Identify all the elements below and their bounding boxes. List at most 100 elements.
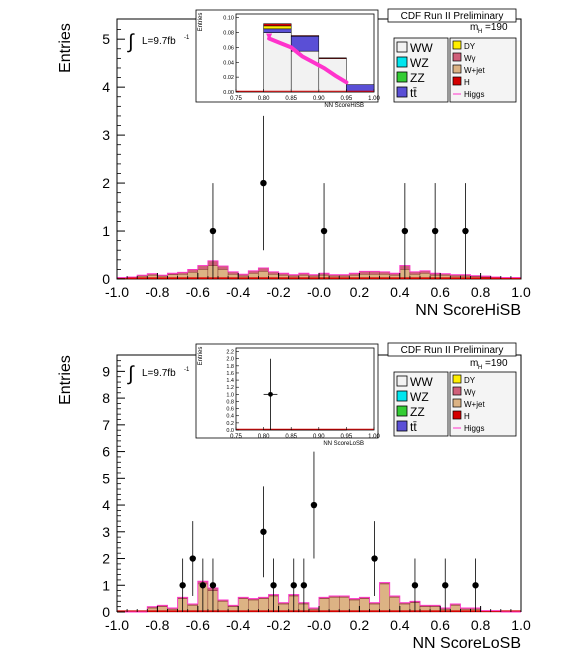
inset-x-axis-title: NN ScoreLoSB bbox=[323, 441, 364, 447]
inset-higgs-line bbox=[267, 36, 349, 85]
legend-swatch-dy bbox=[452, 40, 462, 50]
legend-label-wjet: W+jet bbox=[464, 400, 485, 409]
legend-swatch-wz bbox=[396, 56, 408, 68]
inset-bar bbox=[290, 35, 320, 37]
y-tick-label: 3 bbox=[102, 127, 110, 143]
legend-label-tt: tt̄ bbox=[410, 420, 417, 434]
inset-frame bbox=[235, 347, 375, 431]
y-axis-title: Entries bbox=[57, 23, 74, 73]
histogram-bar bbox=[258, 598, 269, 613]
x-tick-label: -0.0 bbox=[307, 617, 331, 633]
data-point bbox=[431, 227, 439, 235]
inset-y-tick-label: 0.00 bbox=[223, 90, 234, 96]
inset-x-tick-label: 0.90 bbox=[313, 434, 325, 440]
legend-label-wg: Wγ bbox=[464, 388, 476, 397]
legend-swatch-dy bbox=[452, 374, 462, 384]
integral-symbol: ∫ bbox=[127, 31, 135, 53]
y-tick-label: 1 bbox=[102, 577, 110, 593]
legend-label-wg: Wγ bbox=[464, 54, 476, 63]
mass-label: m bbox=[470, 22, 478, 33]
legend-swatch-zz bbox=[396, 71, 408, 83]
inset-y-tick-label: 1.0 bbox=[226, 392, 234, 398]
legend-label-ww: WW bbox=[410, 375, 433, 389]
inset-y-tick-label: 0.4 bbox=[226, 414, 234, 420]
data-point bbox=[209, 227, 217, 235]
histogram-bar bbox=[379, 583, 390, 613]
legend-label-tt: tt̄ bbox=[410, 86, 417, 100]
legend-swatch-wz bbox=[396, 390, 408, 402]
x-tick-label: 0.2 bbox=[350, 617, 370, 633]
x-tick-label: -0.2 bbox=[267, 284, 291, 300]
data-point bbox=[472, 582, 479, 589]
data-point bbox=[260, 528, 267, 535]
y-tick-label: 5 bbox=[102, 470, 110, 486]
legend-label-zz: ZZ bbox=[410, 405, 425, 419]
data-point bbox=[189, 555, 196, 562]
chart-title: CDF Run II Preliminary bbox=[401, 11, 504, 22]
histogram-bar bbox=[197, 265, 209, 270]
data-point bbox=[290, 582, 297, 589]
inset-bar bbox=[263, 23, 292, 27]
legend-label-h: H bbox=[464, 412, 470, 421]
inset-x-tick-label: 1.00 bbox=[368, 434, 380, 440]
y-tick-label: 9 bbox=[102, 363, 110, 379]
histogram-bar bbox=[248, 599, 259, 613]
inset-x-tick-label: 0.75 bbox=[230, 96, 242, 102]
y-tick-label: 7 bbox=[102, 417, 110, 433]
x-tick-label: 0.8 bbox=[471, 617, 491, 633]
y-tick-label: 0 bbox=[102, 604, 110, 620]
data-point bbox=[179, 582, 186, 589]
x-tick-label: 0.4 bbox=[390, 617, 410, 633]
histogram-bar bbox=[328, 597, 340, 613]
legend-label-higgs: Higgs bbox=[464, 424, 484, 433]
inset-y-tick-label: 1.2 bbox=[226, 385, 234, 391]
legend-label-dy: DY bbox=[464, 42, 476, 51]
data-point bbox=[442, 582, 449, 589]
data-point bbox=[371, 555, 378, 562]
title-box bbox=[387, 342, 517, 357]
mass-subscript: H bbox=[478, 365, 482, 371]
inset-y-tick-label: 0.02 bbox=[223, 75, 234, 81]
x-tick-label: 0.8 bbox=[471, 284, 491, 300]
x-tick-label: 0.4 bbox=[390, 284, 410, 300]
y-axis-title: Entries bbox=[57, 355, 74, 405]
y-tick-label: 4 bbox=[102, 497, 110, 513]
legend-swatch-wjet bbox=[452, 64, 462, 74]
inset-x-tick-label: 1.00 bbox=[368, 96, 380, 102]
inset-y-tick-label: 0.6 bbox=[226, 407, 234, 413]
legend-swatch-zz bbox=[396, 405, 408, 417]
data-point bbox=[260, 179, 267, 187]
inset-y-axis-title: Entries bbox=[198, 347, 204, 366]
mass-value: =190 bbox=[485, 22, 508, 33]
x-tick-label: -1.0 bbox=[105, 617, 129, 633]
legend-swatch-wg bbox=[452, 52, 462, 62]
inset-y-tick-label: 0.2 bbox=[226, 421, 234, 427]
data-point bbox=[209, 582, 217, 589]
inset-x-tick-label: 0.95 bbox=[341, 434, 353, 440]
inset-y-tick-label: 0.04 bbox=[223, 60, 234, 66]
inset-data-point bbox=[268, 391, 273, 397]
inset-x-tick-label: 0.95 bbox=[341, 96, 353, 102]
x-tick-label: 0.6 bbox=[430, 284, 450, 300]
mass-subscript: H bbox=[478, 29, 482, 35]
x-tick-label: -0.8 bbox=[145, 284, 169, 300]
legend-label-wz: WZ bbox=[410, 390, 429, 404]
y-tick-label: 3 bbox=[102, 524, 110, 540]
lumi-label: L=9.7fb bbox=[142, 36, 176, 47]
inset-panel: 0.75 0.80 0.85 0.90 0.95 1.00 0.00 0.02 0.04 0.06… bbox=[195, 9, 380, 109]
legend-swatch-ww bbox=[396, 375, 408, 387]
x-tick-label: 0.2 bbox=[350, 284, 370, 300]
data-point bbox=[270, 582, 277, 589]
data-point bbox=[310, 501, 318, 509]
x-tick-label: 1.0 bbox=[511, 284, 531, 300]
histogram-bar bbox=[339, 597, 350, 613]
legend-label-wjet: W+jet bbox=[464, 66, 485, 75]
inset-x-tick-label: 0.85 bbox=[285, 434, 297, 440]
inset-bar bbox=[346, 84, 375, 93]
inset-y-tick-label: 0.10 bbox=[223, 16, 234, 22]
legend-label-ww: WW bbox=[410, 41, 433, 55]
chart-title: CDF Run II Preliminary bbox=[401, 345, 504, 356]
higgs-outline bbox=[117, 260, 521, 279]
inset-bar bbox=[263, 28, 292, 33]
